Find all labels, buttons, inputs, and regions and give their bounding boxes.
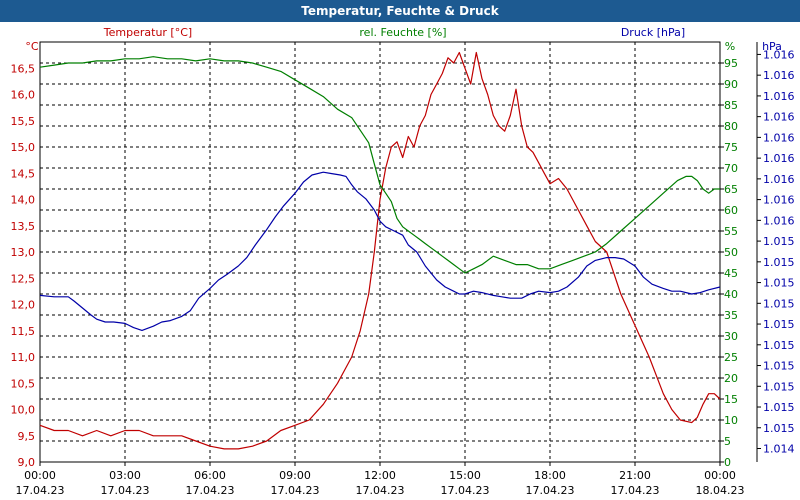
humidity-tick-label: 65 [724, 183, 738, 196]
humidity-tick-label: 45 [724, 267, 738, 280]
pressure-tick-label: 1.015 [763, 422, 795, 435]
legend-pressure: Druck [hPa] [621, 26, 685, 39]
humidity-tick-label: 55 [724, 225, 738, 238]
pressure-tick-label: 1.015 [763, 339, 795, 352]
humidity-tick-label: 70 [724, 162, 738, 175]
legend-temperature: Temperatur [°C] [103, 26, 192, 39]
temperature-axis-unit: °C [25, 40, 39, 53]
pressure-tick-label: 1.016 [763, 173, 795, 186]
temperature-tick-label: 10,0 [11, 404, 36, 417]
temperature-tick-label: 15,0 [11, 141, 36, 154]
humidity-tick-label: 85 [724, 99, 738, 112]
temperature-tick-label: 10,5 [11, 377, 36, 390]
x-tick-time-label: 12:00 [364, 469, 396, 482]
humidity-tick-label: 50 [724, 246, 738, 259]
temperature-tick-label: 11,0 [11, 351, 36, 364]
x-tick-time-label: 03:00 [109, 469, 141, 482]
pressure-tick-label: 1.014 [763, 443, 795, 456]
x-tick-time-label: 18:00 [534, 469, 566, 482]
temperature-tick-label: 16,5 [11, 62, 36, 75]
x-tick-time-label: 00:00 [24, 469, 56, 482]
pressure-tick-label: 1.015 [763, 277, 795, 290]
temperature-tick-label: 14,5 [11, 167, 36, 180]
temperature-tick-label: 14,0 [11, 194, 36, 207]
humidity-tick-label: 60 [724, 204, 738, 217]
pressure-tick-label: 1.016 [763, 69, 795, 82]
temperature-tick-label: 9,5 [18, 430, 36, 443]
temperature-line [39, 51, 721, 450]
pressure-tick-label: 1.015 [763, 401, 795, 414]
legend-humidity: rel. Feuchte [%] [359, 26, 446, 39]
x-tick-date-label: 17.04.23 [101, 484, 150, 497]
humidity-tick-label: 95 [724, 57, 738, 70]
pressure-tick-label: 1.016 [763, 194, 795, 207]
temperature-tick-label: 12,5 [11, 272, 36, 285]
x-tick-time-label: 21:00 [619, 469, 651, 482]
temperature-tick-label: 16,0 [11, 89, 36, 102]
x-tick-time-label: 06:00 [194, 469, 226, 482]
x-tick-date-label: 18.04.23 [696, 484, 745, 497]
humidity-tick-label: 90 [724, 78, 738, 91]
humidity-tick-label: 30 [724, 330, 738, 343]
x-tick-date-label: 17.04.23 [526, 484, 575, 497]
pressure-tick-label: 1.016 [763, 48, 795, 61]
pressure-line [39, 171, 721, 331]
pressure-tick-label: 1.015 [763, 235, 795, 248]
temperature-tick-label: 12,0 [11, 299, 36, 312]
humidity-line [39, 56, 720, 274]
pressure-tick-label: 1.015 [763, 318, 795, 331]
x-tick-date-label: 17.04.23 [356, 484, 405, 497]
pressure-tick-label: 1.016 [763, 214, 795, 227]
humidity-tick-label: 75 [724, 141, 738, 154]
x-tick-time-label: 15:00 [449, 469, 481, 482]
pressure-axis-unit: hPa [762, 40, 782, 53]
x-tick-time-label: 00:00 [704, 469, 736, 482]
humidity-tick-label: 15 [724, 393, 738, 406]
temperature-tick-label: 11,5 [11, 325, 36, 338]
series-lines [39, 51, 721, 450]
x-tick-date-label: 17.04.23 [611, 484, 660, 497]
temperature-tick-label: 15,5 [11, 115, 36, 128]
grid-lines [40, 42, 720, 462]
chart-title: Temperatur, Feuchte & Druck [0, 0, 800, 22]
x-tick-date-label: 17.04.23 [271, 484, 320, 497]
axes: 9,0 9,5 10,0 10,5 11,0 11,5 12,0 12,5 13,0 13,5 14… [11, 42, 795, 497]
temperature-tick-label: 9,0 [18, 456, 36, 469]
humidity-tick-label: 25 [724, 351, 738, 364]
pressure-tick-label: 1.015 [763, 256, 795, 269]
humidity-tick-label: 35 [724, 309, 738, 322]
x-tick-date-label: 17.04.23 [16, 484, 65, 497]
humidity-axis-unit: % [725, 40, 735, 53]
pressure-tick-label: 1.015 [763, 360, 795, 373]
humidity-tick-label: 20 [724, 372, 738, 385]
pressure-tick-label: 1.016 [763, 131, 795, 144]
x-tick-time-label: 09:00 [279, 469, 311, 482]
pressure-tick-label: 1.016 [763, 152, 795, 165]
humidity-tick-label: 40 [724, 288, 738, 301]
pressure-tick-label: 1.015 [763, 297, 795, 310]
x-tick-date-label: 17.04.23 [441, 484, 490, 497]
humidity-tick-label: 10 [724, 414, 738, 427]
temperature-tick-label: 13,0 [11, 246, 36, 259]
humidity-tick-label: 80 [724, 120, 738, 133]
humidity-tick-label: 0 [724, 456, 731, 469]
pressure-tick-label: 1.015 [763, 380, 795, 393]
x-tick-date-label: 17.04.23 [186, 484, 235, 497]
humidity-tick-label: 5 [724, 435, 731, 448]
pressure-tick-label: 1.016 [763, 111, 795, 124]
pressure-tick-label: 1.016 [763, 90, 795, 103]
temperature-tick-label: 13,5 [11, 220, 36, 233]
